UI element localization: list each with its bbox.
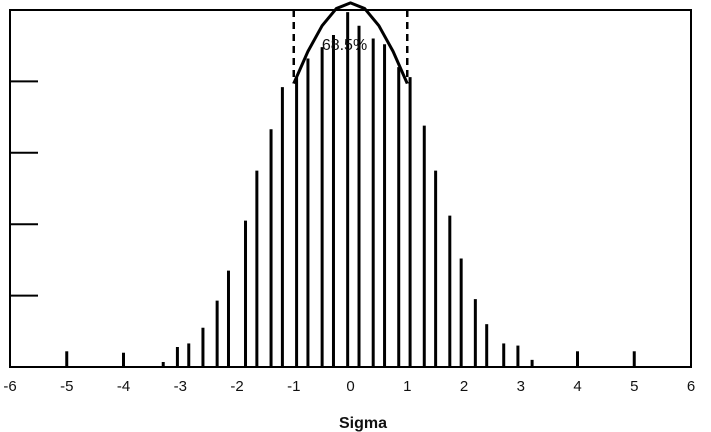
x-tick-label: 1 (403, 378, 411, 395)
x-tick-label: 6 (687, 378, 695, 395)
x-tick-label: -5 (60, 378, 73, 395)
x-tick-label: 0 (346, 378, 354, 395)
y-axis-ticks (10, 9, 38, 297)
x-tick-label: -6 (3, 378, 16, 395)
annotation-label: 68.5% (322, 37, 367, 54)
x-tick-label: -1 (287, 378, 300, 395)
curve-line (292, 1, 409, 85)
x-axis-ticks: -6 -5 -4 -3 -2 -1 0 1 2 3 4 5 6 (3, 378, 695, 395)
x-tick-label: -2 (230, 378, 243, 395)
x-axis-title: Sigma (339, 415, 387, 432)
reference-lines (292, 10, 409, 84)
x-tick-label: -3 (174, 378, 187, 395)
x-tick-label: 5 (630, 378, 638, 395)
x-tick-label: 2 (460, 378, 468, 395)
x-tick-label: -4 (117, 378, 130, 395)
curve (292, 1, 409, 85)
x-tick-label: 4 (573, 378, 581, 395)
x-tick-label: 3 (517, 378, 525, 395)
bars (65, 12, 636, 367)
plot-frame (9, 9, 692, 368)
